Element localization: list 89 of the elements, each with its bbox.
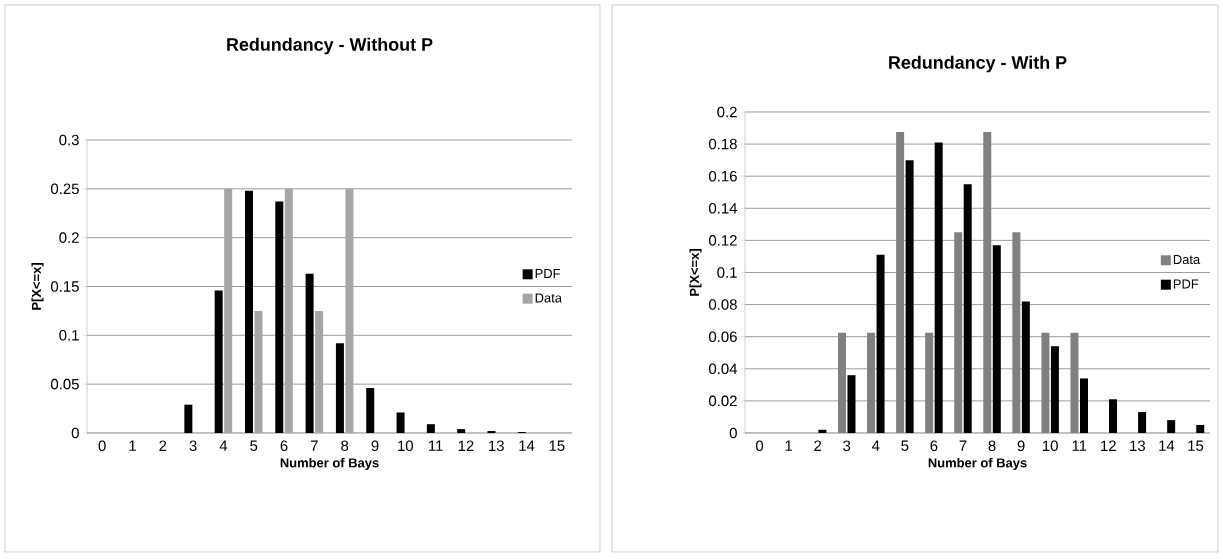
bar	[1050, 346, 1059, 433]
y-tick-label: 0.12	[708, 235, 737, 246]
legend-label: PDF	[1173, 279, 1199, 289]
y-tick-label: 0.02	[708, 395, 737, 407]
x-tick-label: 1	[129, 440, 136, 451]
bar	[184, 404, 193, 433]
legend-label: PDF	[535, 269, 560, 278]
y-tick-label: 0.1	[59, 330, 79, 341]
y-tick-label: 0.2	[717, 106, 737, 118]
x-tick-label: 2	[814, 440, 822, 451]
y-tick-label: 0	[71, 427, 79, 439]
x-tick-label: 7	[959, 440, 967, 451]
x-tick-label: 14	[1159, 440, 1175, 451]
bar	[934, 142, 943, 433]
bar	[905, 160, 914, 433]
y-tick-label: 0.3	[59, 134, 79, 146]
x-axis-title: Number of Bays	[280, 457, 379, 470]
bar	[847, 375, 856, 433]
bar	[345, 188, 354, 433]
x-tick-label: 6	[280, 440, 288, 452]
x-tick-label: 11	[1072, 440, 1087, 451]
bar	[1109, 399, 1118, 433]
x-tick-label: 3	[189, 440, 197, 452]
bar	[254, 310, 263, 433]
bar	[335, 343, 344, 433]
y-tick-label: 0	[729, 427, 737, 439]
x-tick-label: 14	[519, 440, 535, 451]
x-tick-label: 12	[1101, 440, 1116, 451]
bar	[963, 184, 972, 433]
bar	[426, 424, 435, 433]
bar	[1138, 412, 1147, 433]
y-tick-label: 0.15	[50, 281, 79, 292]
y-tick-label: 0.25	[50, 183, 79, 195]
bar	[1167, 420, 1176, 433]
x-tick-label: 12	[458, 440, 474, 451]
legend-label: Data	[1173, 255, 1201, 265]
x-tick-label: 7	[310, 440, 318, 451]
x-tick-label: 6	[930, 440, 938, 452]
chart-title: Redundancy - With P	[889, 55, 1067, 73]
y-tick-label: 0.2	[59, 232, 79, 243]
x-tick-label: 0	[98, 440, 106, 452]
y-tick-label: 0.08	[708, 299, 737, 310]
bar	[818, 429, 827, 433]
x-tick-label: 15	[1188, 440, 1204, 451]
bar	[214, 290, 223, 433]
bar	[457, 429, 466, 433]
bar	[1196, 424, 1205, 433]
x-tick-label: 11	[428, 440, 443, 451]
y-tick-label: 0.14	[708, 202, 738, 214]
x-tick-label: 5	[250, 440, 258, 451]
y-tick-label: 0.16	[708, 170, 737, 182]
x-tick-label: 3	[843, 440, 851, 452]
x-tick-label: 9	[371, 440, 379, 452]
bar	[284, 188, 293, 433]
bar	[876, 254, 885, 433]
bar	[396, 412, 405, 433]
y-tick-label: 0.18	[708, 138, 737, 150]
x-axis-title: Number of Bays	[928, 457, 1027, 470]
bar	[1021, 301, 1030, 433]
y-tick-label: 0.05	[50, 378, 79, 390]
x-tick-label: 2	[159, 440, 167, 451]
y-axis-title: P[X<=x]	[689, 249, 702, 296]
legend-label: Data	[535, 293, 562, 303]
bar	[315, 310, 324, 433]
y-tick-label: 0.1	[717, 267, 737, 278]
x-tick-label: 13	[489, 440, 504, 452]
bar	[366, 388, 375, 433]
x-tick-label: 15	[549, 440, 565, 451]
x-tick-label: 8	[988, 440, 996, 452]
x-tick-label: 9	[1017, 440, 1025, 452]
y-axis-title: P[X<=x]	[31, 263, 44, 310]
x-tick-label: 4	[219, 440, 228, 451]
bar	[244, 190, 253, 433]
bar	[305, 273, 314, 433]
x-tick-label: 4	[871, 440, 880, 451]
bar	[275, 201, 284, 433]
chart-title: Redundancy - Without P	[227, 37, 433, 55]
x-tick-label: 8	[341, 440, 349, 452]
y-tick-label: 0.04	[708, 363, 738, 375]
x-tick-label: 10	[1043, 440, 1058, 452]
x-tick-label: 0	[755, 440, 764, 452]
bar	[224, 188, 233, 433]
bar	[992, 245, 1001, 433]
bar	[1079, 378, 1088, 433]
x-tick-label: 13	[1130, 440, 1146, 452]
x-tick-label: 5	[901, 440, 909, 451]
y-tick-label: 0.06	[708, 331, 737, 342]
x-tick-label: 10	[398, 440, 414, 452]
x-tick-label: 1	[785, 440, 793, 451]
